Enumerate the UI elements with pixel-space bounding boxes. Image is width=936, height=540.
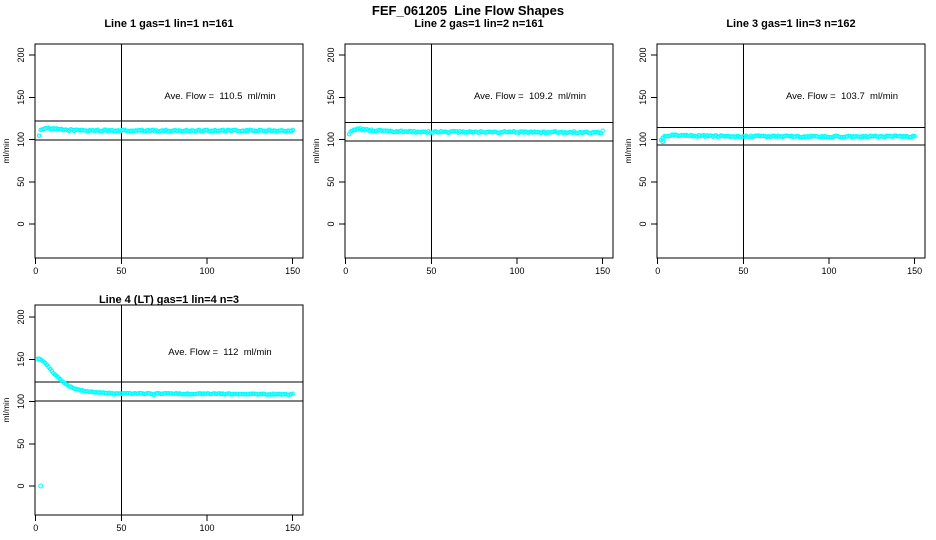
svg-text:0: 0 xyxy=(638,221,648,226)
svg-text:100: 100 xyxy=(326,132,336,147)
svg-text:0: 0 xyxy=(655,266,660,276)
subplot-4-outlier-point xyxy=(38,483,44,489)
subplot-4-y-axis-label: ml/min xyxy=(1,397,11,422)
subplot-3-reference-lines xyxy=(657,44,925,258)
svg-text:0: 0 xyxy=(343,266,348,276)
subplot-2: 0 50 100 150 0 50 100 150 200 ml/min xyxy=(311,43,614,276)
svg-text:150: 150 xyxy=(16,90,26,105)
subplot-3-plot-box xyxy=(656,43,926,259)
subplot-3: 0 50 100 150 0 50 100 150 200 ml/min xyxy=(623,43,926,276)
subplot-1-y-axis: 0 50 100 150 200 xyxy=(16,47,35,227)
subplot-4-data-points xyxy=(35,356,295,489)
subplot-2-y-axis-label: ml/min xyxy=(311,138,321,163)
svg-text:0: 0 xyxy=(33,523,38,533)
svg-text:100: 100 xyxy=(16,132,26,147)
subplot-4-y-axis: 0 50 100 150 200 xyxy=(16,309,35,489)
subplot-4-plot-box xyxy=(34,304,304,516)
subplot-4-reference-lines xyxy=(35,305,303,515)
subplot-3-data-points xyxy=(658,132,917,145)
subplot-3-title: Line 3 gas=1 lin=3 n=162 xyxy=(726,18,856,30)
subplot-4-x-axis: 0 50 100 150 xyxy=(33,515,300,533)
svg-text:50: 50 xyxy=(116,266,126,276)
subplot-4-title: Line 4 (LT) gas=1 lin=4 n=3 xyxy=(98,294,240,306)
svg-text:0: 0 xyxy=(33,266,38,276)
subplot-1-title: Line 1 gas=1 lin=1 n=161 xyxy=(104,18,234,30)
subplot-2-x-axis: 0 50 100 150 xyxy=(343,258,610,276)
subplot-1: 0 50 100 150 0 50 100 150 200 ml/min xyxy=(1,43,304,276)
subplot-3-y-axis: 0 50 100 150 200 xyxy=(638,47,657,227)
subplot-3-outlier-point xyxy=(660,139,666,145)
svg-text:150: 150 xyxy=(595,266,610,276)
subplot-2-y-axis: 0 50 100 150 200 xyxy=(326,47,345,227)
svg-text:150: 150 xyxy=(16,352,26,367)
svg-text:100: 100 xyxy=(638,132,648,147)
svg-text:50: 50 xyxy=(16,439,26,449)
svg-text:50: 50 xyxy=(16,177,26,187)
svg-text:200: 200 xyxy=(16,309,26,324)
svg-text:50: 50 xyxy=(326,177,336,187)
svg-text:0: 0 xyxy=(16,483,26,488)
subplot-4: 0 50 100 150 0 50 100 150 200 ml/min xyxy=(1,304,304,533)
subplot-2-data-points xyxy=(346,126,605,137)
subplot-2-avg-flow-label: Ave. Flow = 109.2 ml/min xyxy=(473,91,587,102)
svg-text:0: 0 xyxy=(16,221,26,226)
subplot-2-title: Line 2 gas=1 lin=2 n=161 xyxy=(414,18,544,30)
subplot-2-plot-box xyxy=(344,43,614,259)
subplot-1-avg-flow-label: Ave. Flow = 110.5 ml/min xyxy=(164,91,276,102)
svg-text:150: 150 xyxy=(907,266,922,276)
svg-text:50: 50 xyxy=(116,523,126,533)
svg-text:100: 100 xyxy=(200,523,215,533)
subplot-1-x-axis: 0 50 100 150 xyxy=(33,258,300,276)
svg-text:100: 100 xyxy=(510,266,525,276)
svg-text:200: 200 xyxy=(16,47,26,62)
subplot-3-avg-flow-label: Ave. Flow = 103.7 ml/min xyxy=(785,91,899,102)
svg-text:0: 0 xyxy=(326,221,336,226)
subplot-3-y-axis-label: ml/min xyxy=(623,138,633,163)
figure-title: FEF_061205 Line Flow Shapes xyxy=(371,3,565,18)
subplot-1-reference-lines xyxy=(35,44,303,258)
svg-text:50: 50 xyxy=(738,266,748,276)
subplot-2-reference-lines xyxy=(345,44,613,258)
subplot-3-x-axis: 0 50 100 150 xyxy=(655,258,922,276)
svg-text:50: 50 xyxy=(426,266,436,276)
subplot-1-y-axis-label: ml/min xyxy=(1,138,11,163)
svg-text:100: 100 xyxy=(200,266,215,276)
subplot-1-plot-box xyxy=(34,43,304,259)
svg-text:200: 200 xyxy=(638,47,648,62)
svg-text:100: 100 xyxy=(16,394,26,409)
svg-text:150: 150 xyxy=(285,266,300,276)
svg-text:150: 150 xyxy=(638,90,648,105)
subplot-4-avg-flow-label: Ave. Flow = 112 ml/min xyxy=(168,347,272,358)
svg-text:200: 200 xyxy=(326,47,336,62)
svg-text:100: 100 xyxy=(822,266,837,276)
subplot-1-data-points xyxy=(36,125,295,138)
svg-text:50: 50 xyxy=(638,177,648,187)
svg-text:150: 150 xyxy=(285,523,300,533)
svg-text:150: 150 xyxy=(326,90,336,105)
